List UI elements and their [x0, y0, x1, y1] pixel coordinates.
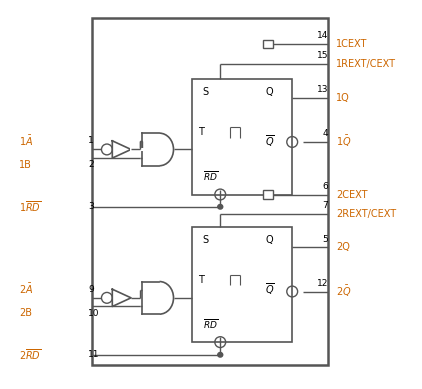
- Text: $\overline{Q}$: $\overline{Q}$: [265, 281, 275, 297]
- Text: 15: 15: [316, 51, 328, 60]
- Text: 13: 13: [316, 85, 328, 94]
- Text: 1Q: 1Q: [336, 93, 350, 103]
- Text: $\overline{RD}$: $\overline{RD}$: [203, 317, 218, 331]
- Text: 14: 14: [316, 31, 328, 40]
- Bar: [192, 79, 292, 194]
- Polygon shape: [112, 289, 131, 307]
- Text: 2Q: 2Q: [336, 242, 350, 252]
- Bar: [263, 190, 273, 199]
- Text: T: T: [198, 275, 204, 285]
- Text: 7: 7: [322, 201, 328, 210]
- Text: 4: 4: [322, 129, 328, 138]
- Text: 5: 5: [322, 235, 328, 244]
- Circle shape: [218, 352, 223, 357]
- Text: 10: 10: [88, 309, 100, 318]
- Text: 3: 3: [88, 202, 94, 211]
- Text: 2$\bar{A}$: 2$\bar{A}$: [19, 282, 34, 296]
- Text: 1B: 1B: [19, 160, 32, 170]
- Text: S: S: [203, 87, 209, 97]
- Text: Q: Q: [265, 235, 273, 245]
- Text: 1$\bar{Q}$: 1$\bar{Q}$: [336, 135, 352, 149]
- Text: 9: 9: [88, 285, 94, 294]
- Text: Q: Q: [265, 87, 273, 97]
- Text: $\overline{Q}$: $\overline{Q}$: [265, 134, 275, 149]
- Text: 1$\overline{RD}$: 1$\overline{RD}$: [19, 200, 42, 214]
- Text: 1CEXT: 1CEXT: [336, 39, 367, 49]
- Text: 12: 12: [316, 279, 328, 288]
- Text: 2$\overline{RD}$: 2$\overline{RD}$: [19, 347, 42, 362]
- Circle shape: [218, 205, 223, 209]
- Text: T: T: [198, 127, 204, 137]
- Polygon shape: [112, 141, 131, 158]
- Text: $\overline{RD}$: $\overline{RD}$: [203, 169, 218, 183]
- Text: 1: 1: [88, 136, 94, 145]
- Text: 2: 2: [88, 161, 94, 170]
- Text: 6: 6: [322, 182, 328, 191]
- Text: 2$\bar{Q}$: 2$\bar{Q}$: [336, 284, 352, 299]
- Text: 1REXT/CEXT: 1REXT/CEXT: [336, 59, 396, 69]
- Bar: [192, 227, 292, 342]
- Text: 2B: 2B: [19, 308, 32, 318]
- Text: S: S: [203, 235, 209, 245]
- Text: 1$\bar{A}$: 1$\bar{A}$: [19, 134, 34, 148]
- Text: 11: 11: [88, 350, 100, 359]
- Bar: [263, 40, 273, 48]
- Bar: [92, 18, 327, 365]
- Text: 2REXT/CEXT: 2REXT/CEXT: [336, 209, 396, 219]
- Text: 2CEXT: 2CEXT: [336, 189, 368, 200]
